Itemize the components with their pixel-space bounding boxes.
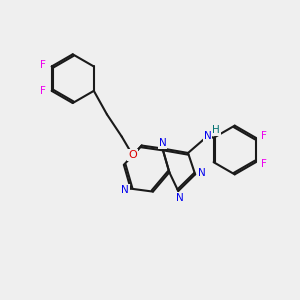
Text: N: N [122,185,129,195]
Text: F: F [40,60,46,70]
Text: F: F [261,159,267,169]
Text: H: H [212,125,220,135]
Text: F: F [261,131,267,141]
Text: N: N [204,131,212,141]
Text: N: N [198,168,206,178]
Text: N: N [176,193,184,202]
Text: N: N [159,138,167,148]
Text: F: F [40,86,46,96]
Text: O: O [128,150,137,160]
